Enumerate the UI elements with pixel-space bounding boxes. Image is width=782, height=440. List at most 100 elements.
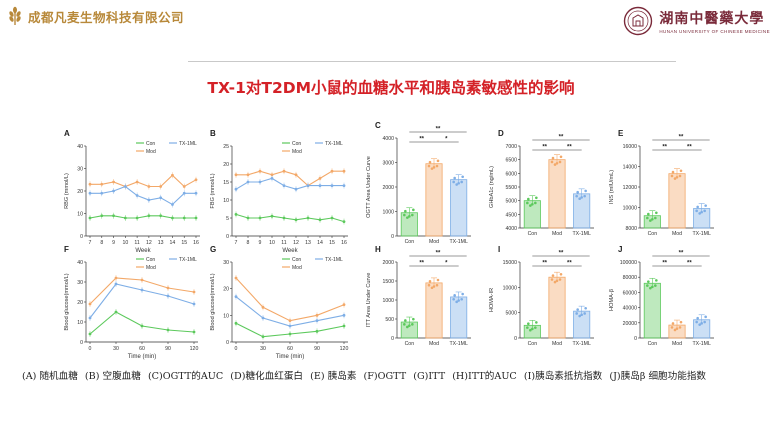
panel-a-xtick-label: 7 — [89, 240, 92, 246]
panel-g-ytick-label: 0 — [226, 340, 229, 346]
panel-b-xtick-label: 12 — [293, 240, 299, 246]
panel-c-letter: C — [375, 121, 381, 130]
panel-f-point — [88, 332, 92, 336]
panel-g-xtick-label: 120 — [340, 346, 349, 352]
panel-f-xtick-label: 90 — [165, 346, 171, 352]
panel-j-dot — [704, 315, 707, 319]
wheat-icon — [9, 6, 21, 25]
panel-f-legend-label: Mod — [146, 265, 156, 271]
panel-e-dot — [678, 174, 682, 178]
university-name-en: HUNAN UNIVERSITY OF CHINESE MEDICINE — [659, 29, 770, 34]
company-name: 成都凡麦生物科技有限公司 — [28, 9, 185, 25]
panel-j-dot — [670, 326, 674, 329]
panel-g-series-line — [235, 277, 345, 322]
panel-j-dot — [647, 280, 650, 283]
panel-g-point — [234, 295, 238, 299]
panel-b-point — [234, 187, 238, 191]
caption-h: (H)ITT的AUC — [452, 371, 517, 382]
panel-d-dot — [526, 201, 529, 205]
panel-h-dot — [411, 323, 414, 326]
panel-c-dot — [457, 181, 460, 185]
panel-e-dot — [673, 177, 677, 180]
panel-a-point — [135, 216, 139, 220]
panel-b-point — [270, 177, 274, 180]
panel-b-point — [294, 187, 298, 191]
panel-e-dot — [654, 216, 657, 220]
panel-a-ylabel: RBG (mmol/L) — [64, 173, 70, 209]
panel-h-ytick-label: 1000 — [382, 298, 394, 304]
panel-e-dot — [651, 218, 654, 221]
panel-a-point — [171, 216, 174, 220]
panel-b-point — [282, 216, 286, 220]
panel-g-xtick-label: 30 — [260, 346, 266, 352]
panel-j-category-label: Mod — [672, 341, 682, 347]
panel-d-dot — [555, 161, 559, 165]
panel-e-sig-label: ** — [679, 135, 684, 141]
panel-j-ytick-label: 0 — [634, 336, 637, 342]
panel-h-dot — [461, 292, 464, 296]
panel-j-dot — [679, 320, 683, 324]
panel-e-ytick-label: 14000 — [623, 165, 638, 171]
panel-c-dot — [408, 215, 411, 218]
panel-i-dot — [535, 321, 538, 324]
panel-c-ytick-label: 2000 — [382, 185, 394, 191]
panel-g-ytick-label: 20 — [223, 287, 229, 293]
panel-a-point — [182, 216, 186, 220]
panel-j-dot — [678, 326, 682, 329]
panel-f-legend-label: Con — [146, 257, 155, 263]
university-logo: 湖南中醫藥大學 HUNAN UNIVERSITY OF CHINESE MEDI… — [623, 6, 770, 36]
panel-a-xtick-label: 12 — [146, 240, 152, 246]
panel-g-letter: G — [210, 245, 216, 254]
panel-h-dot — [435, 283, 439, 287]
panel-f-xtick-label: 120 — [190, 346, 199, 352]
panel-g-point — [261, 335, 265, 339]
panel-g-ytick-label: 10 — [223, 313, 229, 319]
panel-b-point — [330, 216, 334, 220]
caption-f: (F)OGTT — [363, 371, 407, 382]
panel-e-sig-label: ** — [687, 145, 692, 151]
panel-b-point — [282, 184, 286, 188]
panel-g-point — [342, 324, 346, 328]
panel-j-dot — [696, 316, 699, 320]
panel-h-dot — [412, 317, 415, 321]
panel-g-ylabel: Blood glucose(mmol/L) — [210, 273, 216, 330]
panel-i-dot — [550, 278, 554, 281]
caption-j: (J)胰岛β 细胞功能指数 — [609, 371, 707, 382]
panel-f-point — [88, 302, 92, 306]
panel-a-point — [135, 194, 139, 197]
panel-b-xlabel: Week — [282, 248, 298, 254]
panel-a-point — [182, 185, 186, 188]
panel-i-dot — [555, 279, 559, 283]
panel-d-dot — [527, 197, 530, 201]
panel-a-point — [88, 216, 92, 220]
panel-f-point — [192, 290, 196, 294]
panel-e-category-label: TX-1ML — [692, 231, 711, 237]
panel-c-dot — [411, 213, 414, 217]
panel-f-point — [140, 278, 144, 282]
panel-e-bar-mod — [668, 173, 686, 229]
panel-c-ytick-label: 3000 — [382, 161, 394, 167]
panel-g-point — [288, 324, 292, 328]
panel-g-point — [342, 303, 346, 307]
panel-a-legend-label: Con — [146, 141, 155, 147]
panel-a-ytick-label: 30 — [77, 167, 83, 173]
panel-b-letter: B — [210, 129, 216, 138]
panel-a-point — [112, 189, 115, 193]
panel-h-dot — [452, 297, 455, 301]
panel-g-point — [261, 305, 265, 309]
panel-f-point — [114, 310, 118, 314]
panel-a-point — [88, 182, 92, 186]
panel-e-dot — [704, 204, 707, 207]
panel-c-dot — [455, 183, 458, 186]
caption-i: (I)胰岛素抵抗指数 — [523, 371, 603, 382]
panel-h-dot — [457, 299, 460, 302]
panel-c-dot — [430, 167, 434, 170]
panel-f-point — [192, 330, 196, 334]
panel-b-point — [258, 180, 262, 184]
panel-d-ytick-label: 7000 — [505, 144, 517, 150]
panel-c-dot — [427, 164, 431, 168]
panel-c-ytick-label: 4000 — [382, 136, 394, 142]
panel-f-xtick-label: 60 — [139, 346, 145, 352]
panel-j-ytick-label: 40000 — [623, 306, 638, 312]
panel-g-xlabel: Time (min) — [276, 354, 304, 360]
